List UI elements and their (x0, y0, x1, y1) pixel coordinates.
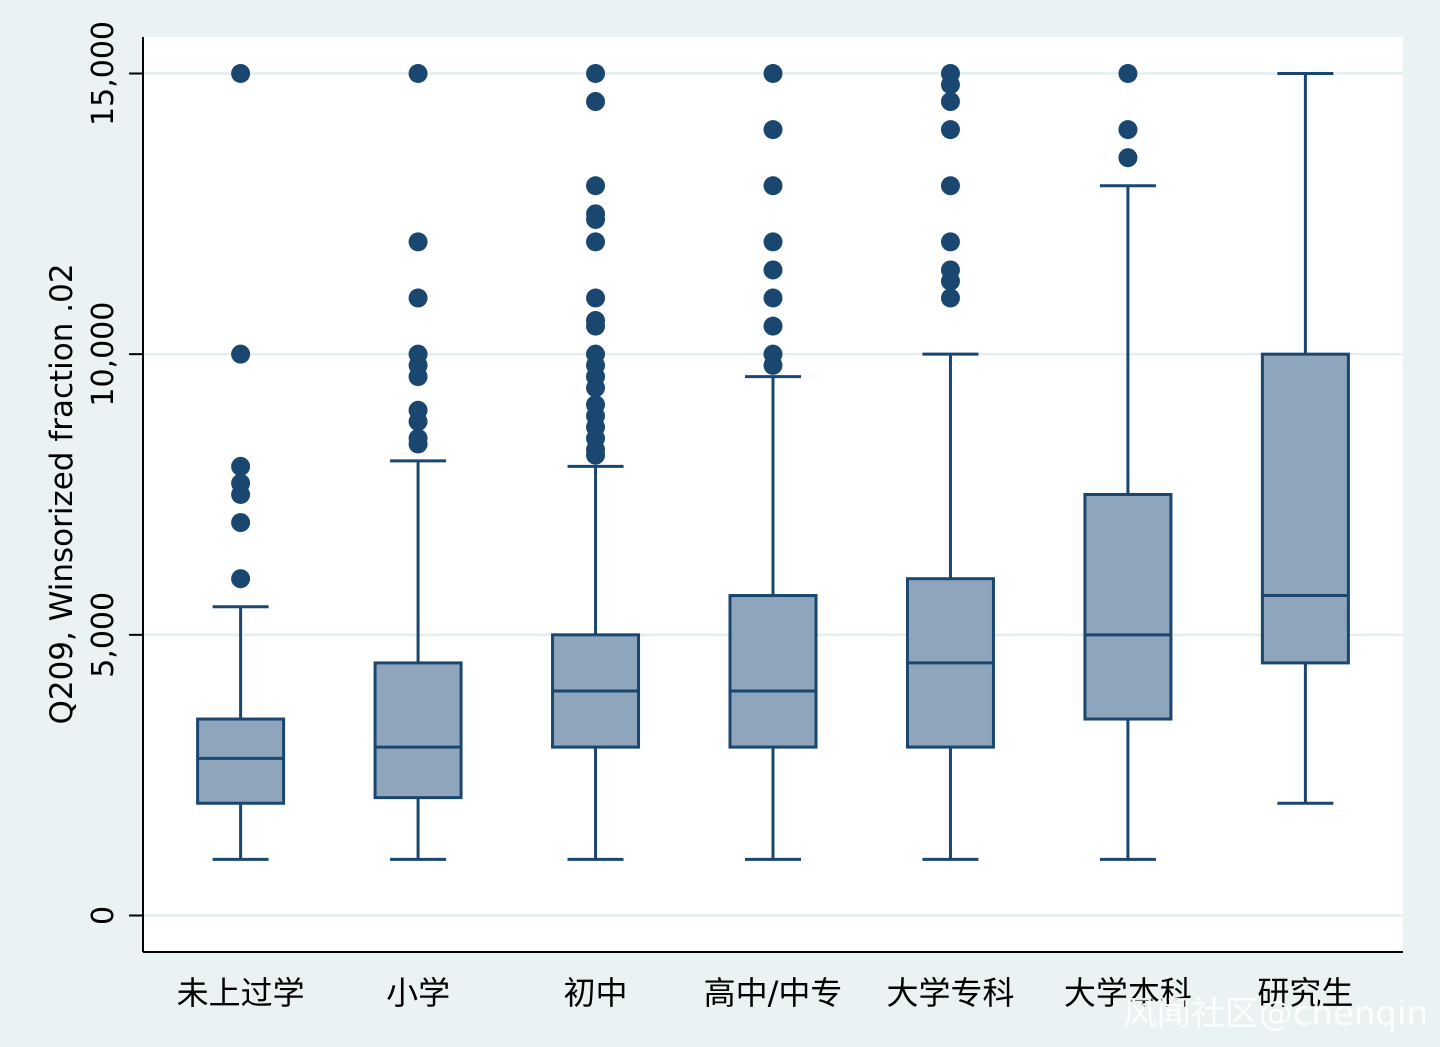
x-category-label: 初中 (564, 974, 628, 1012)
outlier-point (940, 120, 960, 140)
outlier-point (586, 395, 606, 415)
outlier-point (231, 344, 251, 364)
outlier-point (231, 63, 251, 83)
outlier-point (940, 288, 960, 308)
outlier-point (763, 260, 783, 280)
outlier-point (763, 316, 783, 336)
x-category-label: 研究生 (1257, 974, 1353, 1012)
iqr-box (1260, 352, 1350, 665)
iqr-box (373, 661, 463, 800)
outlier-point (586, 288, 606, 308)
iqr-box (196, 717, 286, 805)
y-tick-label: 10,000 (86, 302, 121, 407)
outlier-point (231, 456, 251, 476)
box-group (551, 63, 641, 861)
outlier-point (763, 344, 783, 364)
iqr-box (728, 594, 818, 749)
outlier-point (231, 473, 251, 493)
box-group (728, 63, 818, 861)
outlier-point (1118, 63, 1138, 83)
watermark: 风闻社区@chenqin (1123, 994, 1428, 1034)
outlier-point (231, 513, 251, 533)
outlier-point (586, 232, 606, 252)
outlier-point (940, 232, 960, 252)
axes (129, 37, 1403, 953)
outlier-point (940, 176, 960, 196)
x-category-label: 小学 (386, 974, 450, 1012)
y-axis-title: Q209, Winsorized fraction .02 (44, 263, 80, 724)
outlier-point (408, 288, 428, 308)
outlier-point (586, 176, 606, 196)
outlier-point (408, 400, 428, 420)
box-group (905, 63, 995, 861)
outlier-point (763, 288, 783, 308)
outlier-point (1118, 148, 1138, 168)
y-tick-label: 15,000 (86, 21, 121, 126)
x-category-label: 未上过学 (177, 974, 305, 1012)
box-group (1083, 63, 1173, 861)
outlier-point (586, 344, 606, 364)
x-category-label: 大学专科 (886, 974, 1014, 1012)
outlier-point (231, 569, 251, 589)
x-category-label: 大学本科 (1064, 974, 1192, 1012)
outlier-point (940, 63, 960, 83)
box-group (196, 63, 286, 861)
outlier-point (940, 92, 960, 112)
outlier-point (586, 204, 606, 224)
outlier-point (763, 232, 783, 252)
y-tick-label: 0 (86, 906, 121, 925)
y-tick-label: 5,000 (86, 592, 121, 678)
outlier-point (408, 428, 428, 448)
outlier-point (763, 176, 783, 196)
box-group (1260, 71, 1350, 805)
outlier-point (586, 92, 606, 112)
x-category-labels: 未上过学 小学 初中 高中/中专 大学专科 大学本科 研究生 (177, 974, 1354, 1012)
outlier-point (408, 344, 428, 364)
box-group (373, 63, 463, 861)
outlier-point (408, 232, 428, 252)
x-category-label: 高中/中专 (704, 974, 843, 1012)
outlier-point (763, 63, 783, 83)
iqr-box (1083, 493, 1173, 721)
outlier-point (586, 63, 606, 83)
outlier-point (1118, 120, 1138, 140)
box-series (196, 63, 1350, 861)
outlier-point (408, 63, 428, 83)
outlier-point (586, 310, 606, 330)
outlier-point (940, 260, 960, 280)
y-tick-labels: 0 5,000 10,000 15,000 (86, 21, 121, 925)
outlier-point (763, 120, 783, 140)
